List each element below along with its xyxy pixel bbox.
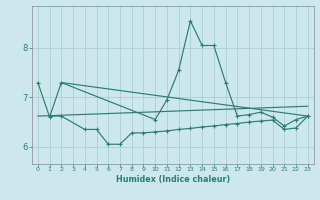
X-axis label: Humidex (Indice chaleur): Humidex (Indice chaleur) (116, 175, 230, 184)
